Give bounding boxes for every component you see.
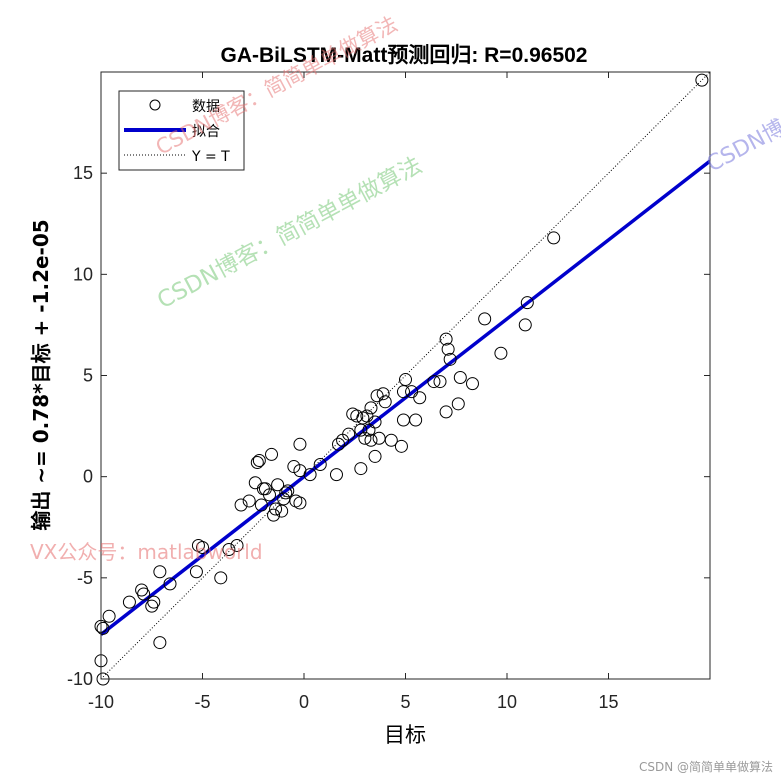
data-point (135, 583, 149, 597)
chart-title: GA-BiLSTM-Matt预测回归: R=0.96502 (221, 44, 588, 67)
data-point (252, 453, 266, 467)
data-point (384, 433, 398, 447)
y-tick-label: -5 (77, 568, 93, 588)
data-point (293, 496, 307, 510)
data-point (465, 377, 479, 391)
data-point (547, 231, 561, 245)
x-axis-label: 目标 (384, 723, 426, 747)
data-point (287, 460, 301, 474)
data-point (518, 318, 532, 332)
identity-line-group (101, 72, 710, 679)
data-point (191, 538, 205, 552)
data-point (163, 577, 177, 591)
legend: 数据 拟合 Y = T (118, 90, 245, 171)
data-point (354, 462, 368, 476)
legend-label-data: 数据 (192, 99, 220, 115)
data-point (376, 387, 390, 401)
data-point (265, 447, 279, 461)
data-point (332, 437, 346, 451)
data-point (153, 636, 167, 650)
data-point (368, 449, 382, 463)
data-point (451, 397, 465, 411)
data-point (254, 498, 268, 512)
data-point (293, 437, 307, 451)
data-point (267, 508, 281, 522)
data-point (222, 543, 236, 557)
data-point (494, 346, 508, 360)
data-point (441, 342, 455, 356)
data-point (372, 431, 386, 445)
data-point (433, 375, 447, 389)
y-tick-label: 5 (83, 366, 93, 386)
data-point (250, 456, 264, 470)
x-tick-label: -5 (194, 692, 210, 712)
x-tick-label: 15 (598, 692, 618, 712)
data-point (396, 413, 410, 427)
data-point (214, 571, 228, 585)
data-point (242, 494, 256, 508)
x-tick-label: -10 (88, 692, 114, 712)
data-point (394, 439, 408, 453)
plot-area: -10 -5 0 5 10 15 -10 -5 0 5 10 15 (67, 71, 711, 712)
y-tick-label: 10 (73, 264, 93, 284)
data-point (354, 423, 368, 437)
data-point (695, 73, 709, 87)
data-point (234, 498, 248, 512)
y-tick-label: -10 (67, 669, 93, 689)
data-point (520, 296, 534, 310)
data-point (370, 389, 384, 403)
data-point (364, 433, 378, 447)
y-axis-ticks: -10 -5 0 5 10 15 (67, 163, 710, 689)
x-axis-ticks: -10 -5 0 5 10 15 (88, 72, 619, 712)
x-tick-label: 10 (497, 692, 517, 712)
data-point (443, 352, 457, 366)
data-point (362, 423, 376, 437)
data-point (364, 401, 378, 415)
data-point (96, 621, 110, 635)
data-point (122, 595, 136, 609)
data-point (453, 371, 467, 385)
data-point (396, 385, 410, 399)
data-point (405, 385, 419, 399)
y-tick-label: 15 (73, 163, 93, 183)
data-point (147, 595, 161, 609)
y-tick-label: 0 (83, 467, 93, 487)
x-tick-label: 0 (299, 692, 309, 712)
x-tick-label: 5 (400, 692, 410, 712)
data-point (281, 484, 295, 498)
data-point (358, 431, 372, 445)
data-point (336, 433, 350, 447)
data-point (346, 407, 360, 421)
data-point (248, 476, 262, 490)
data-point (102, 609, 116, 623)
data-point (439, 332, 453, 346)
data-point (478, 312, 492, 326)
data-points-group (94, 73, 709, 686)
data-point (313, 458, 327, 472)
data-point (189, 565, 203, 579)
legend-marker-data (149, 99, 161, 111)
data-point (269, 502, 283, 516)
legend-label-fit: 拟合 (192, 124, 220, 140)
y-axis-label: 输出 ~= 0.78*目标 + -1.2e-05 (29, 219, 53, 530)
legend-label-identity: Y = T (191, 149, 230, 165)
data-point (279, 486, 293, 500)
data-point (439, 405, 453, 419)
data-point (275, 504, 289, 518)
identity-line (101, 72, 710, 679)
data-point (427, 375, 441, 389)
data-point (230, 538, 244, 552)
data-point (329, 468, 343, 482)
data-point (153, 565, 167, 579)
data-point (271, 478, 285, 492)
